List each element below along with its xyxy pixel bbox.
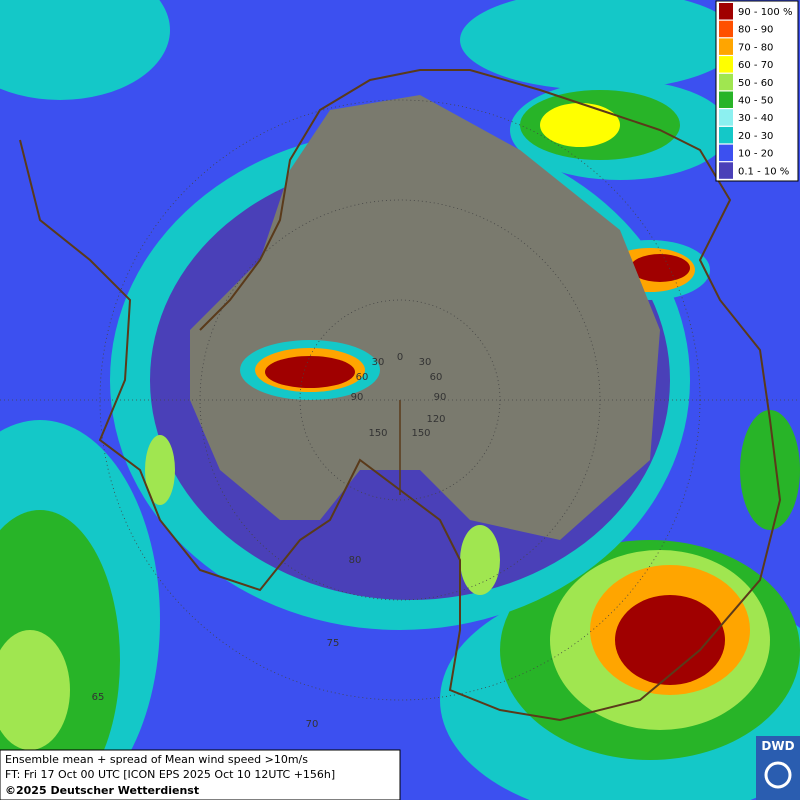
field-area xyxy=(615,595,725,685)
logo-box xyxy=(756,736,800,800)
legend-swatch xyxy=(719,3,733,20)
legend: 90 - 100 % 80 - 90 70 - 80 60 - 70 50 - 60 40… xyxy=(719,3,792,179)
grid-label: 120 xyxy=(426,414,445,425)
grid-label: 30 xyxy=(419,357,432,368)
grid-label: 65 xyxy=(92,692,105,703)
grid-label: 70 xyxy=(306,719,319,730)
logo-text: DWD xyxy=(761,739,794,753)
field-area xyxy=(145,435,175,505)
grid-label: 60 xyxy=(356,372,369,383)
logo-icon xyxy=(764,761,792,789)
legend-swatch xyxy=(719,144,733,162)
legend-swatch xyxy=(719,20,733,38)
legend-swatch xyxy=(719,91,733,108)
legend-label: 70 - 80 xyxy=(738,42,773,53)
legend-swatch xyxy=(719,126,733,144)
legend-label: 80 - 90 xyxy=(738,25,773,36)
legend-swatch xyxy=(719,109,733,126)
field-area xyxy=(0,630,70,750)
grid-label: 150 xyxy=(411,428,430,439)
field-area xyxy=(460,525,500,595)
grid-label: 80 xyxy=(349,555,362,566)
legend-swatch xyxy=(719,162,733,179)
field-area xyxy=(740,410,800,530)
grid-label: 75 xyxy=(327,638,340,649)
legend-label: 40 - 50 xyxy=(738,96,773,107)
field-area xyxy=(540,103,620,147)
field-area xyxy=(265,356,355,388)
field-area xyxy=(0,0,170,100)
graticule xyxy=(0,99,800,701)
grid-label: 90 xyxy=(351,392,364,403)
coastline xyxy=(19,69,782,722)
grid-label: 0 xyxy=(397,352,403,363)
legend-swatch xyxy=(719,73,733,91)
land xyxy=(190,95,660,540)
legend-label: 50 - 60 xyxy=(738,78,773,89)
caption-box xyxy=(0,749,401,800)
field-area xyxy=(630,254,690,282)
legend-label: 0.1 - 10 % xyxy=(738,166,789,177)
legend-swatch xyxy=(719,38,733,55)
copyright: ©2025 Deutscher Wetterdienst xyxy=(5,784,199,797)
legend-label: 90 - 100 % xyxy=(738,7,792,18)
caption-line: Ensemble mean + spread of Mean wind spee… xyxy=(5,753,308,766)
grid-label: 60 xyxy=(430,372,443,383)
grid-label: 150 xyxy=(368,428,387,439)
coast-line xyxy=(19,69,782,722)
legend-label: 30 - 40 xyxy=(738,113,773,124)
legend-label: 10 - 20 xyxy=(738,149,773,160)
legend-label: 20 - 30 xyxy=(738,131,773,142)
field-area xyxy=(460,0,740,90)
caption-line: FT: Fri 17 Oct 00 UTC [ICON EPS 2025 Oct… xyxy=(5,768,335,781)
legend-label: 60 - 70 xyxy=(738,60,773,71)
grid-label: 90 xyxy=(434,392,447,403)
grid-label: 30 xyxy=(372,357,385,368)
legend-swatch xyxy=(719,56,733,73)
